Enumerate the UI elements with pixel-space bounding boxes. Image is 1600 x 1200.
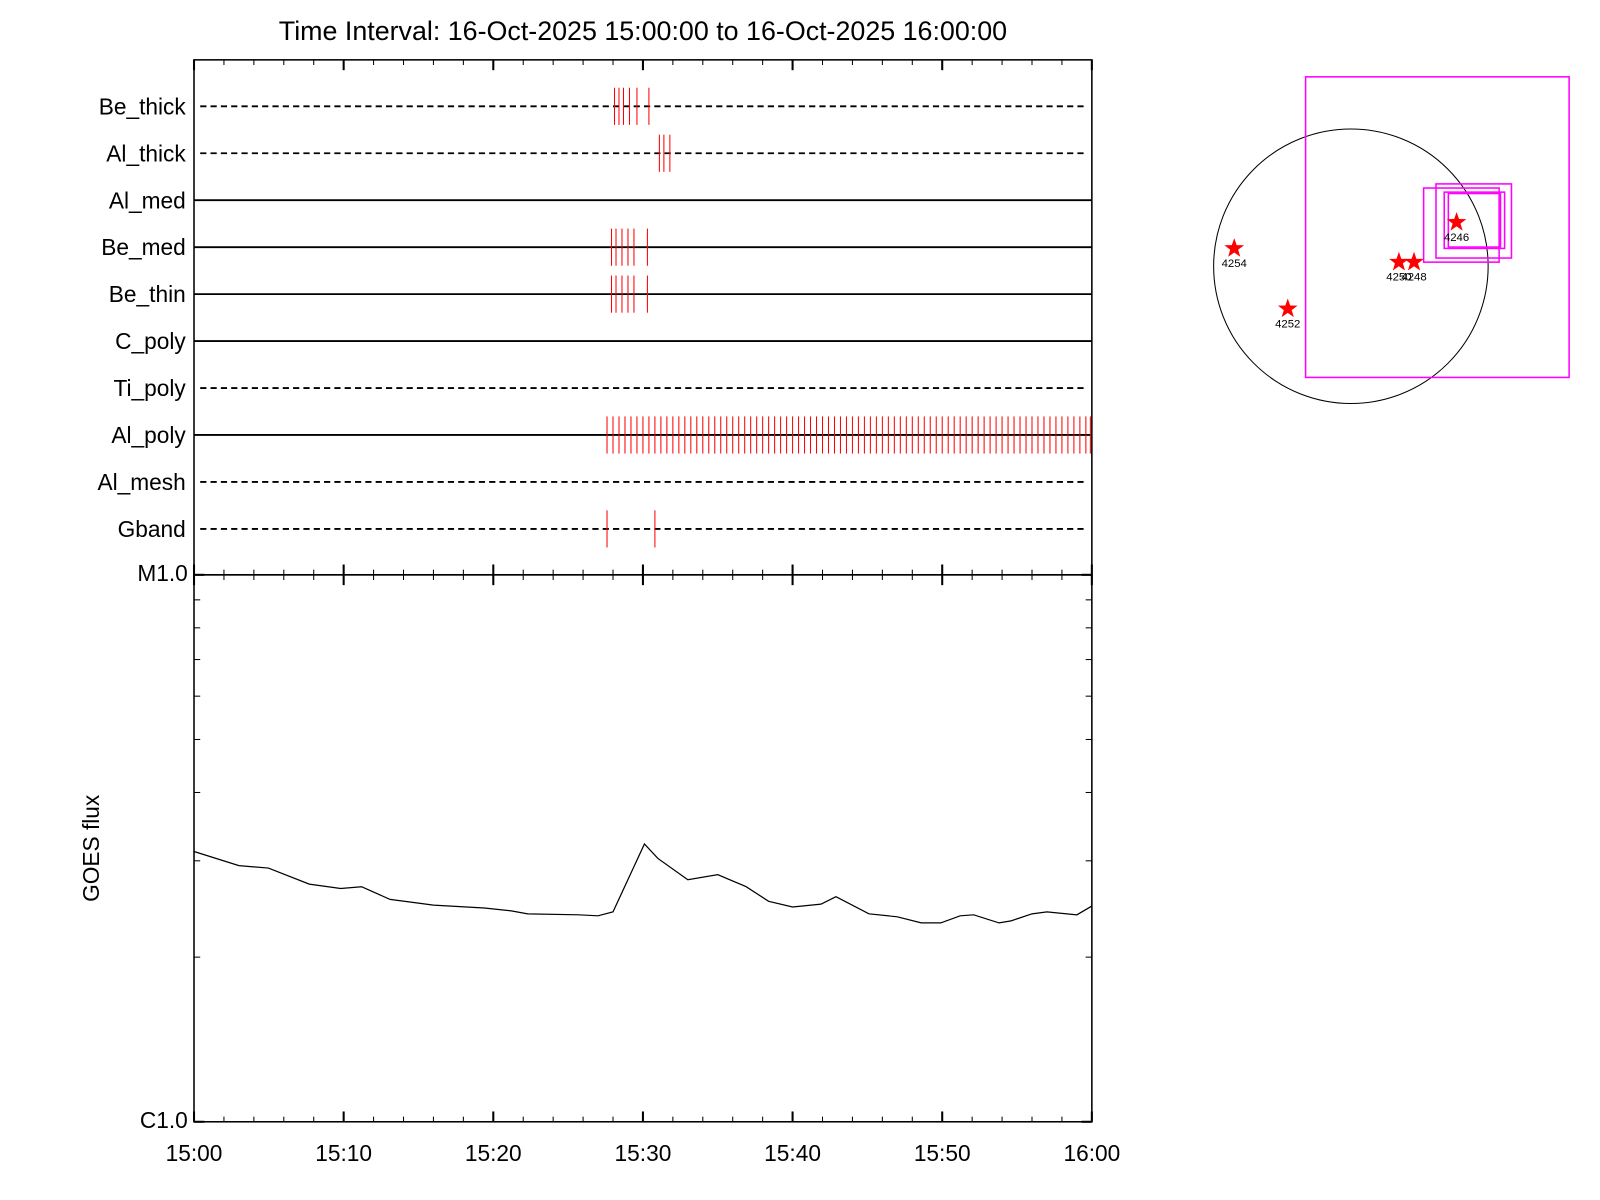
x-tick-label: 15:40 bbox=[764, 1140, 821, 1166]
x-tick-label: 15:30 bbox=[615, 1140, 672, 1166]
fov-box bbox=[1435, 183, 1513, 259]
chart-title: Time Interval: 16-Oct-2025 15:00:00 to 1… bbox=[279, 16, 1007, 46]
row-label: Al_mesh bbox=[97, 469, 185, 495]
ar-star bbox=[1389, 251, 1409, 271]
fov-box bbox=[1304, 76, 1570, 379]
x-tick-label: 16:00 bbox=[1063, 1140, 1120, 1166]
ar-star bbox=[1224, 238, 1245, 257]
x-tick-label: 15:00 bbox=[166, 1140, 223, 1166]
ar-label: 4252 bbox=[1275, 318, 1300, 330]
x-tick-label: 15:10 bbox=[315, 1140, 372, 1166]
row-label: Al_poly bbox=[111, 422, 186, 448]
row-label: Al_med bbox=[109, 187, 186, 213]
y-axis-label: GOES flux bbox=[78, 794, 104, 902]
row-label: Be_thick bbox=[99, 93, 187, 119]
ar-label: 4254 bbox=[1222, 258, 1247, 270]
row-label: Ti_poly bbox=[113, 375, 186, 401]
solar-limb bbox=[1213, 128, 1489, 405]
row-label: Be_thin bbox=[109, 281, 186, 307]
ar-label: 4248 bbox=[1401, 272, 1426, 284]
fov-box bbox=[1443, 191, 1506, 250]
row-label: Al_thick bbox=[106, 140, 186, 166]
ar-label: 4246 bbox=[1444, 232, 1469, 244]
row-label: C_poly bbox=[115, 328, 186, 354]
x-tick-label: 15:50 bbox=[914, 1140, 971, 1166]
y-tick-label: M1.0 bbox=[137, 560, 187, 586]
goes-line bbox=[193, 842, 1093, 924]
row-label: Gband bbox=[118, 516, 186, 542]
plot-frame bbox=[193, 59, 1093, 576]
row-label: Be_med bbox=[101, 234, 186, 260]
y-tick-label: C1.0 bbox=[140, 1107, 188, 1133]
fov-box bbox=[1422, 187, 1500, 263]
x-tick-label: 15:20 bbox=[465, 1140, 522, 1166]
ar-star bbox=[1277, 298, 1298, 318]
ar-star bbox=[1446, 211, 1467, 231]
ar-label: 4250 bbox=[1386, 272, 1411, 284]
plot-root: Time Interval: 16-Oct-2025 15:00:00 to 1… bbox=[78, 16, 1570, 1166]
ar-star bbox=[1404, 251, 1424, 271]
